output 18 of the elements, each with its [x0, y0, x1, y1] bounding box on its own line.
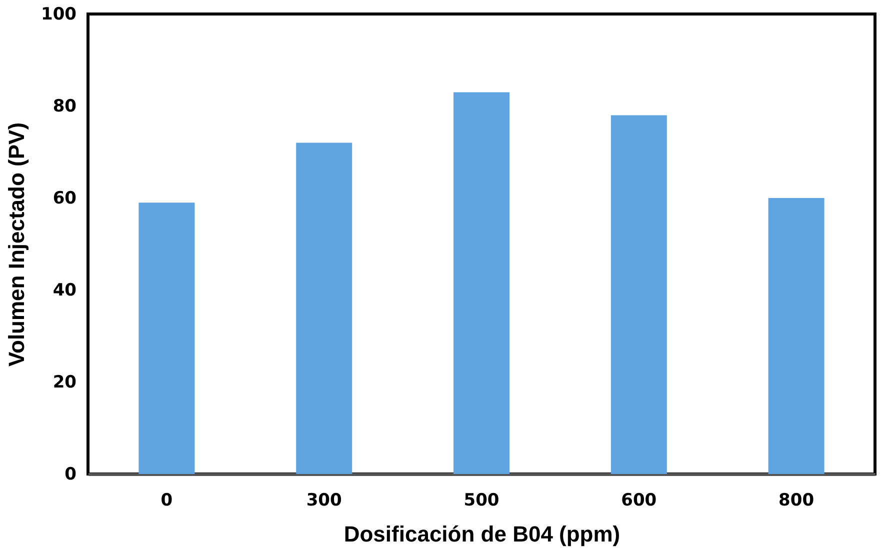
- bar: [138, 202, 195, 474]
- y-tick-label: 60: [52, 188, 77, 208]
- y-tick-label: 40: [52, 280, 77, 300]
- bar: [610, 115, 667, 474]
- bar: [454, 92, 510, 474]
- bar: [296, 142, 352, 474]
- x-tick-label: 500: [464, 490, 500, 510]
- y-tick-label: 100: [41, 4, 77, 24]
- bar: [768, 198, 824, 474]
- y-axis-title: Volumen Injectado (PV): [4, 122, 30, 367]
- x-axis-title: Dosificación de B04 (ppm): [344, 522, 620, 546]
- x-tick-label: 800: [778, 490, 814, 510]
- y-tick-label: 80: [52, 96, 77, 116]
- x-tick-label: 600: [621, 490, 657, 510]
- x-tick-label: 300: [306, 490, 342, 510]
- y-tick-label: 0: [64, 464, 77, 484]
- y-tick-label: 20: [52, 372, 77, 392]
- x-tick-label: 0: [160, 490, 173, 510]
